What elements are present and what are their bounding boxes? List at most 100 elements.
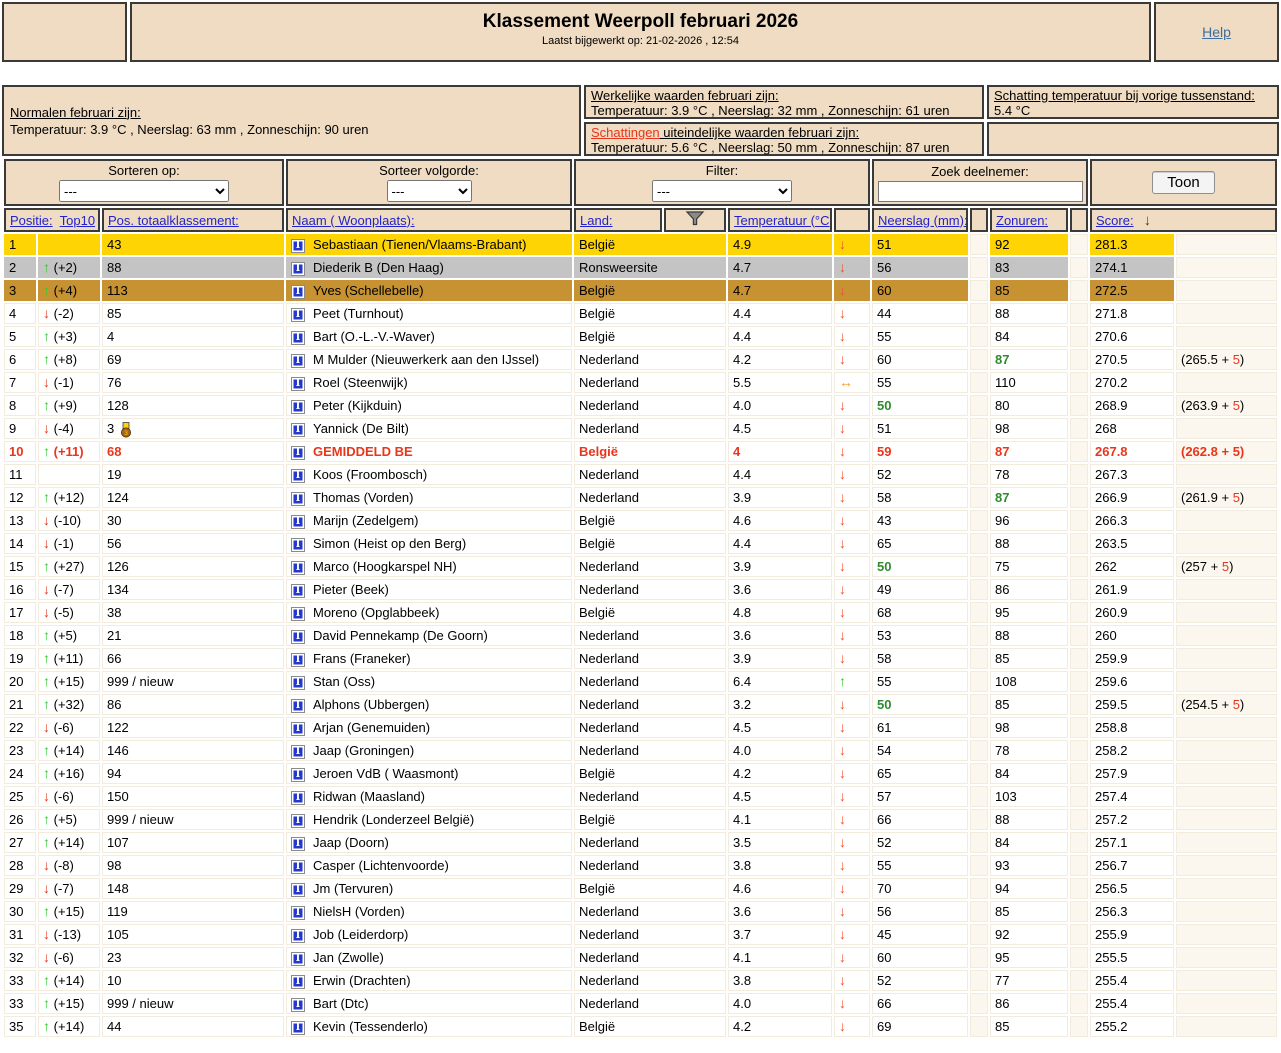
column-link-score[interactable]: Score: <box>1096 212 1134 228</box>
info-icon[interactable]: I <box>291 330 305 345</box>
show-button[interactable]: Toon <box>1152 171 1215 194</box>
cell-positie: 5 <box>4 326 36 347</box>
cell-spacer <box>1070 694 1088 715</box>
info-icon[interactable]: I <box>291 376 305 391</box>
filter-funnel-icon[interactable] <box>685 211 705 226</box>
rank-up-arrow-icon: ↑ <box>43 282 50 298</box>
info-icon[interactable]: I <box>291 859 305 874</box>
column-link-zonuren[interactable]: Zonuren: <box>996 212 1049 228</box>
info-icon[interactable]: I <box>291 905 305 920</box>
rank-change-value: (+4) <box>50 283 78 298</box>
info-icon[interactable]: I <box>291 583 305 598</box>
rank-change-value: (+15) <box>50 996 85 1011</box>
column-link-positie[interactable]: Positie: <box>10 212 53 228</box>
table-row: 31 ↓ (-13) 105 I Job (Leiderdorp) Nederland 3.… <box>4 924 1277 945</box>
cell-temp-trend: ↓ <box>834 533 870 554</box>
info-icon[interactable]: I <box>291 261 305 276</box>
participant-name: NielsH (Vorden) <box>313 904 405 919</box>
rank-down-arrow-icon: ↓ <box>43 535 50 551</box>
info-icon[interactable]: I <box>291 284 305 299</box>
table-row: 1 43 I Sebastiaan (Tienen/Vlaams-Brabant) Be… <box>4 234 1277 255</box>
participant-name: Simon (Heist op den Berg) <box>313 536 467 551</box>
info-icon[interactable]: I <box>291 422 305 437</box>
trend-down-arrow-icon: ↓ <box>839 397 846 413</box>
cell-score-bonus: (254.5 + 5) <box>1176 694 1277 715</box>
column-link-temperatuur[interactable]: Temperatuur (°C): <box>734 212 832 228</box>
trend-down-arrow-icon: ↓ <box>839 305 846 321</box>
info-icon[interactable]: I <box>291 468 305 483</box>
info-icon[interactable]: I <box>291 514 305 529</box>
info-icon[interactable]: I <box>291 928 305 943</box>
cell-zonuren: 110 <box>990 372 1068 393</box>
column-link-pos-total[interactable]: Pos. totaalklassement: <box>108 212 239 228</box>
cell-score-bonus <box>1176 234 1277 255</box>
info-icon[interactable]: I <box>291 353 305 368</box>
search-input[interactable] <box>877 180 1083 202</box>
info-icon[interactable]: I <box>291 767 305 782</box>
cell-spacer <box>1070 671 1088 692</box>
actual-title: Werkelijke waarden februari zijn: <box>591 88 779 103</box>
cell-zonuren: 85 <box>990 1016 1068 1037</box>
cell-spacer <box>1070 947 1088 968</box>
cell-land: Nederland <box>574 832 726 853</box>
info-icon[interactable]: I <box>291 675 305 690</box>
info-icon[interactable]: I <box>291 399 305 414</box>
cell-land: Nederland <box>574 901 726 922</box>
info-icon[interactable]: I <box>291 997 305 1012</box>
filter-select[interactable]: --- <box>652 180 792 202</box>
info-icon[interactable]: I <box>291 882 305 897</box>
cell-zonuren: 78 <box>990 464 1068 485</box>
help-link[interactable]: Help <box>1202 24 1231 40</box>
participant-name: Jan (Zwolle) <box>313 950 384 965</box>
column-link-land[interactable]: Land: <box>580 212 613 228</box>
info-icon[interactable]: I <box>291 629 305 644</box>
info-icon[interactable]: I <box>291 606 305 621</box>
participant-name: Yves (Schellebelle) <box>313 283 424 298</box>
cell-spacer <box>1070 556 1088 577</box>
table-row: 20 ↑ (+15) 999 / nieuw I Stan (Oss) Nederland… <box>4 671 1277 692</box>
cell-land: Nederland <box>574 970 726 991</box>
trend-down-arrow-icon: ↓ <box>839 926 846 942</box>
info-icon[interactable]: I <box>291 560 305 575</box>
cell-naam: I Jeroen VdB ( Waasmont) <box>286 763 572 784</box>
trend-down-arrow-icon: ↓ <box>839 236 846 252</box>
column-link-top10[interactable]: Top10 <box>59 212 96 228</box>
cell-temperatuur: 3.5 <box>728 832 832 853</box>
info-icon[interactable]: I <box>291 744 305 759</box>
column-link-neerslag[interactable]: Neerslag (mm): <box>878 212 968 228</box>
info-icon[interactable]: I <box>291 491 305 506</box>
cell-spacer <box>970 234 988 255</box>
cell-land: België <box>574 280 726 301</box>
cell-top10-change: ↑ (+15) <box>38 901 100 922</box>
info-icon[interactable]: I <box>291 813 305 828</box>
info-icon[interactable]: I <box>291 652 305 667</box>
info-icon[interactable]: I <box>291 537 305 552</box>
cell-temp-trend: ↓ <box>834 395 870 416</box>
info-icon[interactable]: I <box>291 974 305 989</box>
info-icon[interactable]: I <box>291 790 305 805</box>
cell-temperatuur: 4.1 <box>728 947 832 968</box>
pos-total-value: 88 <box>107 260 122 275</box>
info-icon[interactable]: I <box>291 836 305 851</box>
svg-text:3: 3 <box>124 430 128 437</box>
info-icon[interactable]: I <box>291 307 305 322</box>
header-funnel[interactable] <box>664 208 726 232</box>
cell-zonuren: 80 <box>990 395 1068 416</box>
info-icon[interactable]: I <box>291 721 305 736</box>
info-icon[interactable]: I <box>291 698 305 713</box>
rank-down-arrow-icon: ↓ <box>43 420 50 436</box>
cell-spacer <box>970 763 988 784</box>
pos-total-value: 10 <box>107 973 122 988</box>
cell-score: 266.3 <box>1090 510 1174 531</box>
column-link-naam[interactable]: Naam ( Woonplaats): <box>292 212 415 228</box>
info-icon[interactable]: I <box>291 951 305 966</box>
cell-top10-change: ↑ (+5) <box>38 809 100 830</box>
info-icon[interactable]: I <box>291 238 305 253</box>
info-icon[interactable]: I <box>291 1020 305 1035</box>
cell-score: 274.1 <box>1090 257 1174 278</box>
info-icon[interactable]: I <box>291 445 305 460</box>
sort-by-select[interactable]: --- <box>59 180 229 202</box>
cell-spacer <box>970 786 988 807</box>
cell-neerslag: 52 <box>872 832 968 853</box>
sort-order-select[interactable]: --- <box>386 180 472 202</box>
